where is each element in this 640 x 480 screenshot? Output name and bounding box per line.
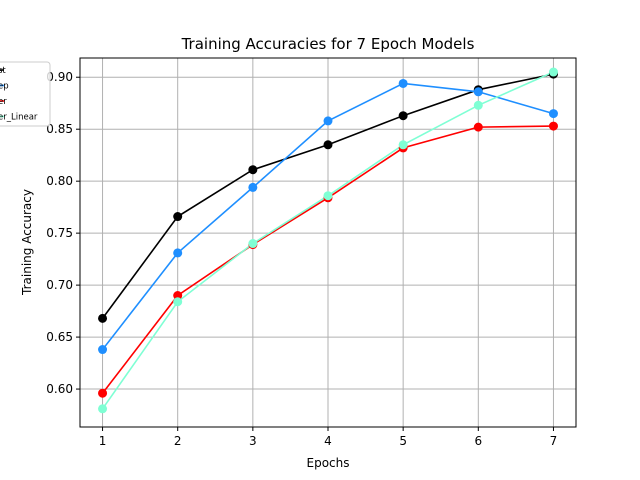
- x-tick-label: 3: [249, 434, 257, 448]
- data-point-3-5: [473, 100, 483, 110]
- data-point-0-2: [248, 165, 258, 175]
- data-point-3-6: [548, 67, 558, 77]
- legend-label-3: er_Linear: [0, 113, 38, 123]
- x-tick-label: 4: [324, 434, 332, 448]
- y-tick-label: 0.65: [46, 330, 73, 344]
- data-point-2-1: [173, 291, 183, 301]
- data-point-3-2: [248, 239, 258, 249]
- x-axis: 1 2 3 4 5 6 7: [99, 427, 558, 448]
- y-tick-label: 0.70: [46, 278, 73, 292]
- data-point-2-0: [98, 388, 108, 398]
- x-tick-label: 5: [399, 434, 407, 448]
- data-point-3-0: [98, 404, 108, 414]
- data-point-2-5: [473, 122, 483, 132]
- legend-label-2: er: [0, 97, 7, 107]
- y-axis-label: Training Accuracy: [20, 189, 34, 296]
- data-point-2-6: [548, 121, 558, 131]
- data-point-1-0: [98, 345, 108, 355]
- x-tick-label: 2: [174, 434, 182, 448]
- y-tick-label: 0.90: [46, 70, 73, 84]
- data-point-1-5: [473, 87, 483, 97]
- y-tick-label: 0.60: [46, 382, 73, 396]
- data-point-1-6: [548, 109, 558, 119]
- data-point-1-2: [248, 182, 258, 192]
- series-points: [98, 67, 558, 414]
- data-point-0-1: [173, 212, 183, 222]
- data-point-1-1: [173, 248, 183, 258]
- legend: st ep er er_Linear: [0, 61, 51, 127]
- data-point-0-3: [323, 140, 333, 150]
- data-point-3-1: [173, 297, 183, 307]
- data-point-3-3: [323, 191, 333, 201]
- data-point-3-4: [398, 140, 408, 150]
- y-tick-label: 0.80: [46, 174, 73, 188]
- x-tick-label: 6: [474, 434, 482, 448]
- chart-title: Training Accuracies for 7 Epoch Models: [181, 35, 475, 53]
- x-axis-label: Epochs: [307, 456, 350, 470]
- y-axis: 0.60 0.65 0.70 0.75 0.80 0.85 0.90: [46, 70, 80, 396]
- legend-label-1: ep: [0, 82, 9, 92]
- legend-label-0: st: [0, 66, 6, 76]
- grid: [80, 58, 576, 427]
- data-point-0-4: [398, 111, 408, 121]
- y-tick-label: 0.75: [46, 226, 73, 240]
- x-tick-label: 1: [99, 434, 107, 448]
- legend-box: [0, 61, 51, 127]
- data-point-0-0: [98, 313, 108, 323]
- x-tick-label: 7: [550, 434, 558, 448]
- data-point-1-3: [323, 116, 333, 126]
- data-point-1-4: [398, 78, 408, 88]
- y-tick-label: 0.85: [46, 122, 73, 136]
